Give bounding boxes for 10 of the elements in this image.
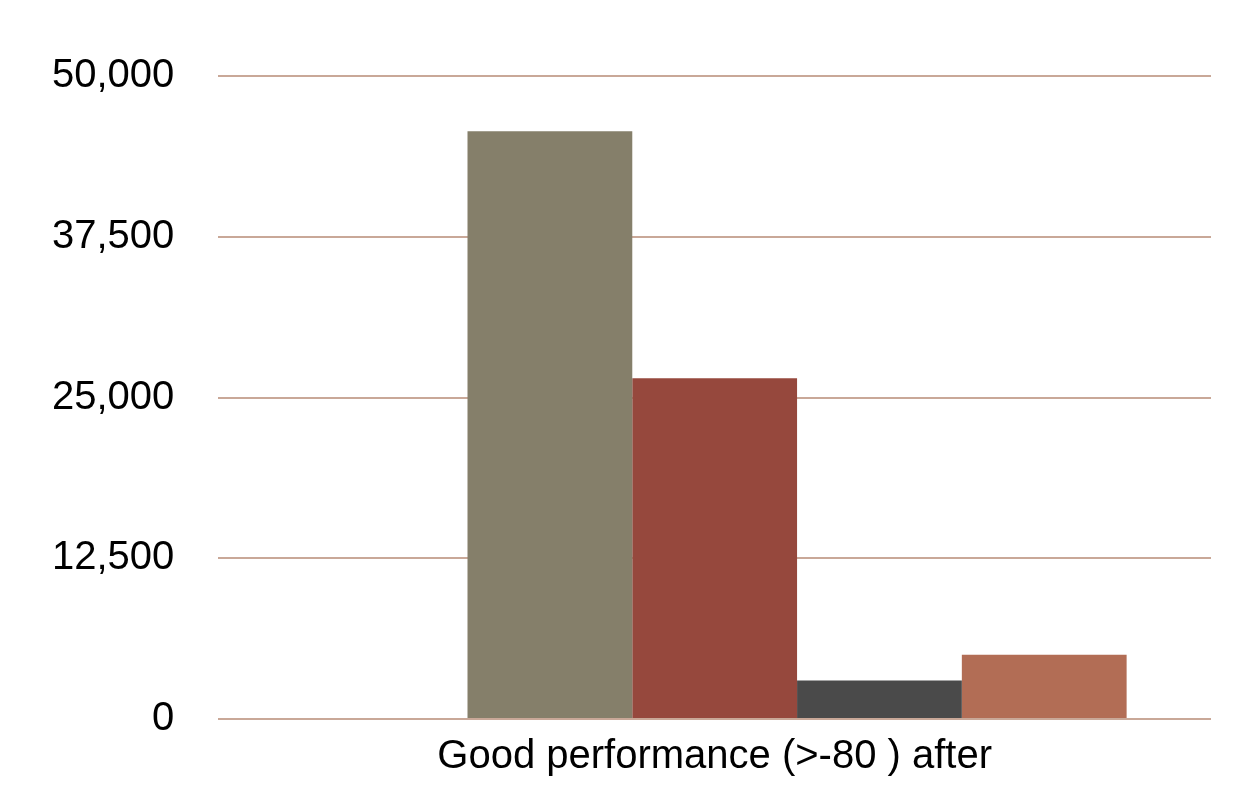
bar [632,378,798,718]
y-tick-label: 25,000 [52,372,175,417]
y-tick-label: 37,500 [52,211,175,256]
x-tick-label: Good performance (>-80 ) after [437,732,993,777]
bar [797,680,962,718]
bar [467,131,633,718]
y-tick-label: 12,500 [52,533,175,578]
y-tick-label: 50,000 [52,51,175,96]
y-tick-label: 0 [152,694,175,739]
bar [961,654,1127,718]
